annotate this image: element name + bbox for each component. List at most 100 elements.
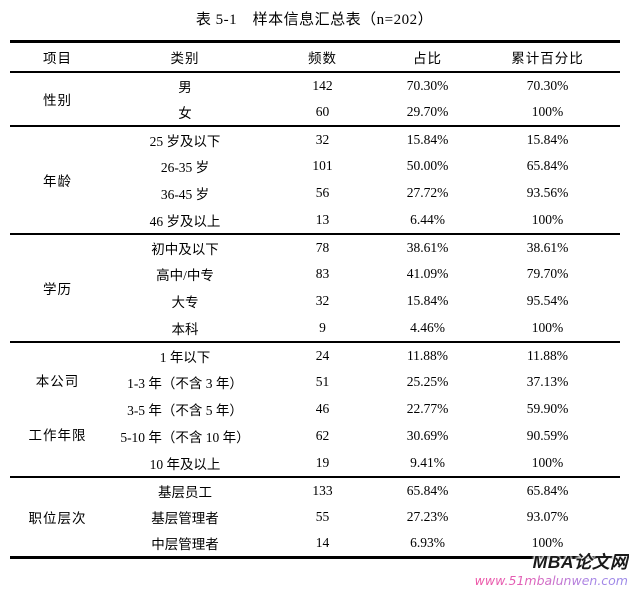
item-label-line: 职位层次 bbox=[28, 510, 87, 526]
category-cell: 高中/中专 bbox=[156, 268, 214, 283]
table-section-2: 学历 初中及以下 78 38.61% 38.61% 高中/中专 83 41.09% 79.70%… bbox=[10, 234, 620, 342]
sample-summary-table: 项目 类别 频数 占比 累计百分比 性别 男 142 70.30% 70.30% 女 60 29.70… bbox=[10, 40, 620, 559]
percent-cell: 9.41% bbox=[410, 454, 445, 470]
table-row: 本科 9 4.46% 100% bbox=[10, 315, 620, 342]
cumulative-percent-cell: 11.88% bbox=[526, 347, 569, 363]
frequency-cell: 60 bbox=[315, 103, 330, 119]
cumulative-percent-cell: 100% bbox=[531, 319, 564, 335]
percent-cell: 65.84% bbox=[406, 482, 449, 498]
table-row: 1-3 年（不含 3 年） 51 25.25% 37.13% bbox=[10, 369, 620, 396]
table-row: 3-5 年（不含 5 年） 46 22.77% 59.90% bbox=[10, 396, 620, 423]
column-header-5: 累计百分比 bbox=[511, 50, 584, 66]
table-row: 本公司工作年限 1 年以下 24 11.88% 11.88% bbox=[10, 342, 620, 444]
item-label-line: 工作年限 bbox=[28, 428, 87, 443]
frequency-cell: 133 bbox=[312, 482, 333, 498]
table-row: 高中/中专 83 41.09% 79.70% bbox=[10, 261, 620, 288]
percent-cell: 6.44% bbox=[410, 211, 445, 227]
table-row: 基层管理者 55 27.23% 93.07% bbox=[10, 504, 620, 531]
frequency-cell: 32 bbox=[315, 293, 330, 308]
category-cell: 10 年及以上 bbox=[149, 456, 221, 472]
category-cell: 1-3 年（不含 3 年） bbox=[127, 376, 243, 391]
cumulative-percent-cell: 65.84% bbox=[526, 482, 569, 498]
category-cell: 1 年以下 bbox=[159, 349, 211, 365]
frequency-cell: 13 bbox=[315, 211, 330, 227]
table-row: 年龄 25 岁及以下 32 15.84% 15.84% bbox=[10, 126, 620, 189]
frequency-cell: 83 bbox=[315, 266, 330, 281]
category-cell: 本科 bbox=[171, 321, 199, 337]
frequency-cell: 14 bbox=[315, 535, 330, 551]
frequency-cell: 62 bbox=[315, 428, 330, 443]
category-cell: 基层员工 bbox=[158, 484, 212, 500]
item-cell: 本公司 工作年限 bbox=[10, 342, 105, 477]
item-cell: 学历 bbox=[10, 234, 105, 342]
item-label-line: 本公司 bbox=[35, 374, 80, 389]
percent-cell: 25.25% bbox=[406, 374, 449, 389]
column-header-3: 频数 bbox=[308, 50, 337, 66]
cumulative-percent-cell: 37.13% bbox=[526, 374, 569, 389]
frequency-cell: 46 bbox=[315, 401, 330, 416]
cumulative-percent-cell: 90.59% bbox=[526, 428, 569, 443]
watermark-site-url: www.51mbalunwen.com bbox=[474, 573, 628, 588]
percent-cell: 27.72% bbox=[406, 185, 449, 200]
cumulative-percent-cell: 79.70% bbox=[526, 266, 569, 281]
category-cell: 大专 bbox=[171, 295, 199, 310]
category-cell: 26-35 岁 bbox=[160, 160, 210, 175]
table-row: 学历 初中及以下 78 38.61% 38.61% bbox=[10, 234, 620, 297]
frequency-cell: 56 bbox=[315, 185, 330, 200]
table-section-3: 本公司工作年限 1 年以下 24 11.88% 11.88% 1-3 年（不含 3 年） 5… bbox=[10, 342, 620, 477]
cumulative-percent-cell: 70.30% bbox=[526, 77, 569, 93]
percent-cell: 30.69% bbox=[406, 428, 449, 443]
category-cell: 初中及以下 bbox=[151, 241, 219, 257]
table-row: 10 年及以上 19 9.41% 100% bbox=[10, 450, 620, 477]
column-header-2: 类别 bbox=[170, 50, 200, 66]
cumulative-percent-cell: 65.84% bbox=[526, 158, 569, 173]
percent-cell: 15.84% bbox=[406, 131, 449, 147]
cumulative-percent-cell: 100% bbox=[531, 454, 564, 470]
table-row: 5-10 年（不含 10 年） 62 30.69% 90.59% bbox=[10, 423, 620, 450]
table-row: 26-35 岁 101 50.00% 65.84% bbox=[10, 153, 620, 180]
column-header-1: 项目 bbox=[43, 50, 72, 66]
cumulative-percent-cell: 100% bbox=[531, 103, 564, 119]
column-header-4: 占比 bbox=[413, 50, 442, 66]
cumulative-percent-cell: 100% bbox=[531, 211, 564, 227]
item-label-line: 年龄 bbox=[43, 173, 72, 189]
frequency-cell: 51 bbox=[315, 374, 330, 389]
frequency-cell: 24 bbox=[315, 347, 330, 363]
cumulative-percent-cell: 100% bbox=[531, 535, 564, 551]
percent-cell: 41.09% bbox=[406, 266, 449, 281]
table-row: 大专 32 15.84% 95.54% bbox=[10, 288, 620, 315]
item-label-line: 性别 bbox=[43, 92, 72, 108]
category-cell: 中层管理者 bbox=[151, 537, 219, 553]
item-cell: 年龄 bbox=[10, 126, 105, 234]
percent-cell: 4.46% bbox=[410, 319, 445, 335]
percent-cell: 27.23% bbox=[406, 509, 449, 524]
frequency-cell: 32 bbox=[315, 131, 330, 147]
frequency-cell: 78 bbox=[315, 239, 330, 255]
category-cell: 女 bbox=[178, 105, 192, 121]
percent-cell: 70.30% bbox=[406, 77, 449, 93]
category-cell: 36-45 岁 bbox=[160, 187, 210, 202]
frequency-cell: 142 bbox=[312, 77, 333, 93]
table-row: 46 岁及以上 13 6.44% 100% bbox=[10, 207, 620, 234]
cumulative-percent-cell: 38.61% bbox=[526, 239, 569, 255]
table-section-4: 职位层次 基层员工 133 65.84% 65.84% 基层管理者 55 27.23% 93.0… bbox=[10, 477, 620, 558]
table-row: 女 60 29.70% 100% bbox=[10, 99, 620, 126]
cumulative-percent-cell: 15.84% bbox=[526, 131, 569, 147]
table-row: 职位层次 基层员工 133 65.84% 65.84% bbox=[10, 477, 620, 526]
cumulative-percent-cell: 95.54% bbox=[526, 293, 569, 308]
table-row: 中层管理者 14 6.93% 100% bbox=[10, 531, 620, 558]
category-cell: 5-10 年（不含 10 年） bbox=[120, 430, 250, 445]
table-row: 性别 男 142 70.30% 70.30% bbox=[10, 72, 620, 108]
cumulative-percent-cell: 93.56% bbox=[526, 185, 569, 200]
percent-cell: 38.61% bbox=[406, 239, 449, 255]
item-cell: 性别 bbox=[10, 72, 105, 126]
category-cell: 基层管理者 bbox=[151, 511, 219, 526]
percent-cell: 22.77% bbox=[406, 401, 449, 416]
category-cell: 3-5 年（不含 5 年） bbox=[127, 403, 243, 418]
frequency-cell: 9 bbox=[319, 319, 326, 335]
table-header: 项目 类别 频数 占比 累计百分比 bbox=[10, 42, 620, 72]
frequency-cell: 101 bbox=[312, 158, 333, 173]
table-caption: 表 5-1 样本信息汇总表（n=202） bbox=[195, 12, 434, 28]
category-cell: 25 岁及以下 bbox=[149, 133, 221, 149]
percent-cell: 11.88% bbox=[406, 347, 449, 363]
